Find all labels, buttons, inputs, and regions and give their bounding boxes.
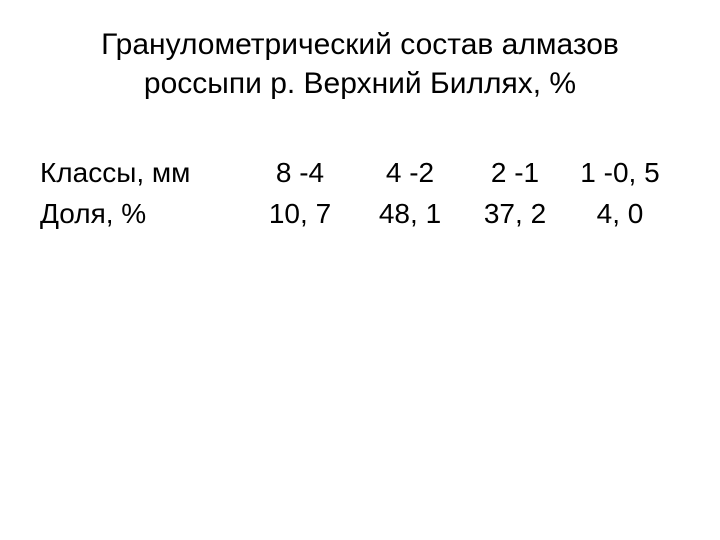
table-cell: 48, 1 <box>355 194 465 235</box>
row-label-share: Доля, % <box>40 194 245 235</box>
table-cell: 4, 0 <box>565 194 675 235</box>
table-cell: 2 -1 <box>465 153 565 194</box>
table-cell: 4 -2 <box>355 153 465 194</box>
row-label-classes: Классы, мм <box>40 153 245 194</box>
title-line-2: россыпи р. Верхний Биллях, % <box>144 67 576 100</box>
table-cell: 10, 7 <box>245 194 355 235</box>
table-cell: 8 -4 <box>245 153 355 194</box>
data-table: Классы, мм 8 -4 4 -2 2 -1 1 -0, 5 Доля, … <box>40 153 680 234</box>
table-cell: 37, 2 <box>465 194 565 235</box>
title-line-1: Гранулометрический состав алмазов <box>101 28 619 61</box>
table-cell: 1 -0, 5 <box>565 153 675 194</box>
page-title: Гранулометрический состав алмазов россып… <box>40 25 680 103</box>
